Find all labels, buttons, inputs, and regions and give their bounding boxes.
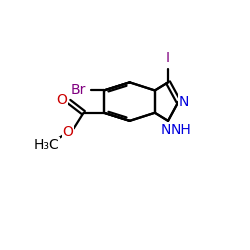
Text: O: O	[56, 93, 67, 107]
Text: H₃C: H₃C	[34, 138, 60, 151]
Text: N: N	[179, 94, 190, 108]
Text: NH: NH	[171, 123, 192, 137]
Text: N: N	[160, 123, 171, 137]
Text: Br: Br	[70, 84, 86, 98]
Text: I: I	[166, 51, 170, 65]
Text: O: O	[62, 125, 74, 139]
